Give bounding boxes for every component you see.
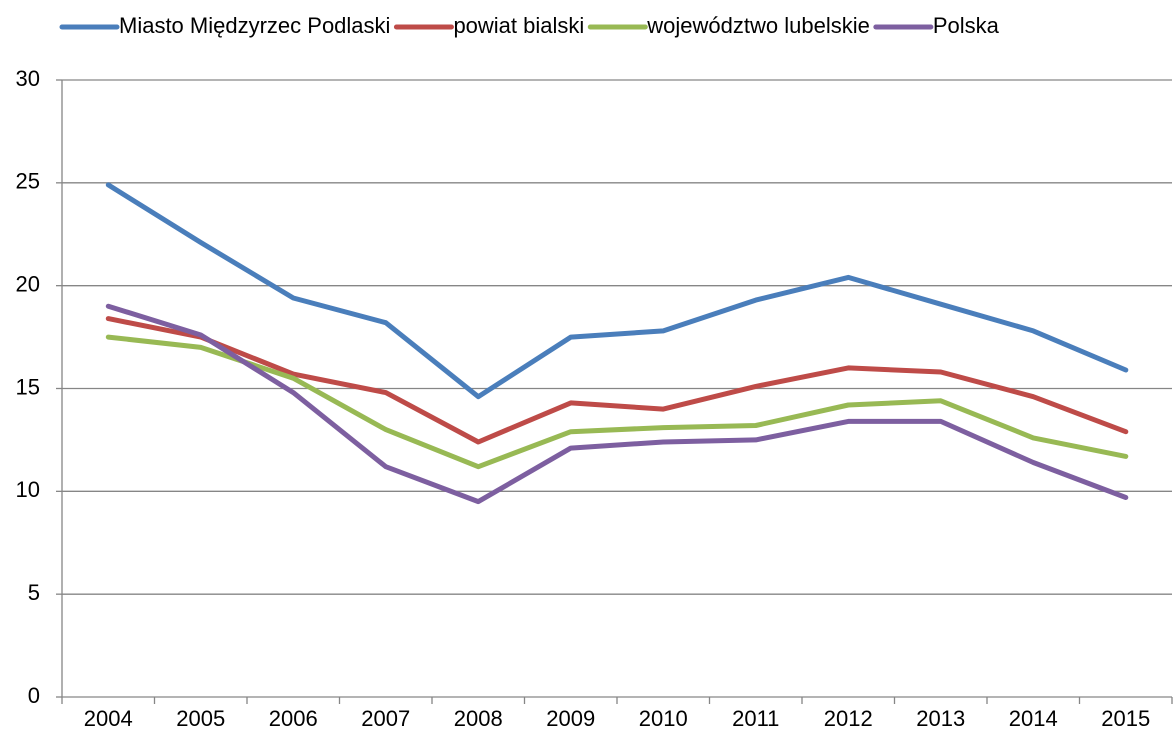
series-line xyxy=(105,303,1129,505)
y-tick-label: 0 xyxy=(28,683,40,708)
x-tick-label: 2007 xyxy=(361,706,410,731)
x-tick-label: 2011 xyxy=(732,706,779,731)
x-tick-label: 2006 xyxy=(269,706,318,731)
legend-label: Miasto Międzyrzec Podlaski xyxy=(119,13,390,38)
y-tick-label: 5 xyxy=(28,580,40,605)
x-tick-label: 2012 xyxy=(824,706,873,731)
legend-label: powiat bialski xyxy=(453,13,584,38)
x-tick-label: 2010 xyxy=(639,706,688,731)
x-tick-label: 2005 xyxy=(176,706,225,731)
y-tick-label: 20 xyxy=(16,271,40,296)
series-line xyxy=(105,334,1129,470)
y-tick-label: 30 xyxy=(16,66,40,91)
legend-label: Polska xyxy=(933,13,1000,38)
x-tick-label: 2015 xyxy=(1101,706,1150,731)
y-tick-label: 10 xyxy=(16,477,40,502)
y-tick-label: 15 xyxy=(16,374,40,399)
y-tick-label: 25 xyxy=(16,169,40,194)
series-line xyxy=(105,182,1129,400)
x-tick-label: 2009 xyxy=(546,706,595,731)
series-line xyxy=(105,316,1129,445)
x-tick-label: 2008 xyxy=(454,706,503,731)
x-tick-label: 2013 xyxy=(916,706,965,731)
x-tick-label: 2014 xyxy=(1009,706,1058,731)
legend-label: województwo lubelskie xyxy=(646,13,870,38)
x-tick-label: 2004 xyxy=(84,706,133,731)
